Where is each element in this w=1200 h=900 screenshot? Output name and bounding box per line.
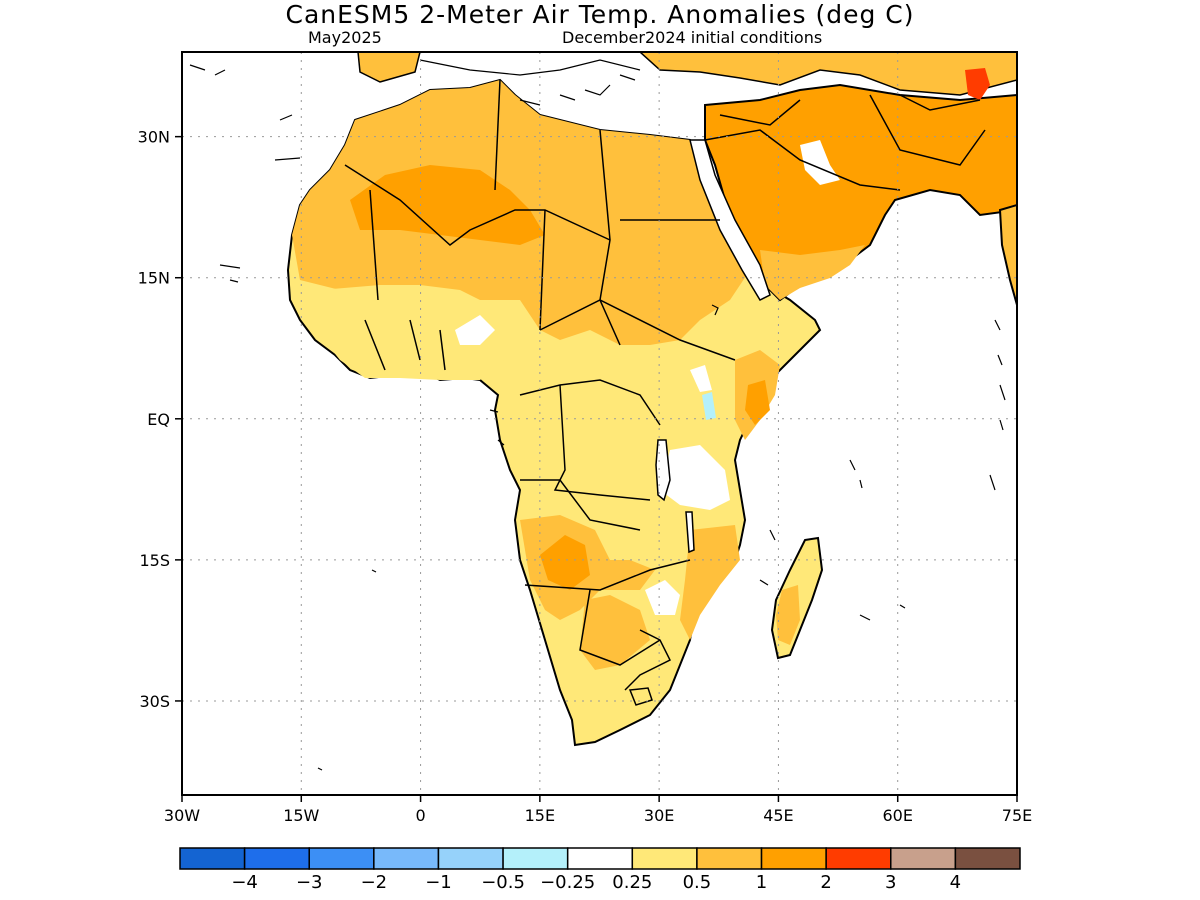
valid-month: May2025 [308, 28, 382, 47]
colorbar-swatch [890, 847, 957, 870]
colorbar-label: 4 [950, 872, 961, 893]
colorbar-swatch [373, 847, 440, 870]
x-tick-label: 0 [415, 806, 425, 825]
lake-victoria-cool [702, 392, 716, 420]
map-gridlines [182, 52, 1017, 795]
west-africa-neutral [455, 315, 495, 345]
central-asia-hot [965, 68, 990, 100]
x-tick-label: 45E [763, 806, 793, 825]
colorbar-swatch [954, 847, 1021, 870]
colorbar: −4 −3 −2 −1 −0.5 −0.25 0.25 0.5 1 2 3 4 [179, 847, 1021, 893]
x-tick-label: 15W [283, 806, 319, 825]
map-field [189, 52, 1017, 771]
colorbar-label: 1 [756, 872, 767, 893]
colorbar-label: −0.25 [540, 872, 595, 893]
country-borders [344, 79, 986, 706]
colorbar-swatch [566, 847, 634, 870]
lake-malawi [685, 511, 695, 554]
map-title: CanESM5 2-Meter Air Temp. Anomalies (deg… [285, 0, 915, 29]
colorbar-label: −1 [425, 872, 452, 893]
longitude-axis: 30W 15W 0 15E 30E 45E 60E 75E [164, 795, 1032, 825]
mozambique-anomaly [680, 525, 740, 640]
tanzania-neutral [660, 445, 730, 510]
y-tick-label: 15N [138, 269, 170, 288]
colorbar-swatch [631, 847, 698, 870]
colorbar-label: 0.5 [683, 872, 712, 893]
colorbar-swatch [179, 847, 246, 870]
colorbar-label: 3 [885, 872, 896, 893]
latitude-axis: 30N 15N EQ 15S 30S [138, 128, 182, 711]
x-tick-label: 75E [1002, 806, 1032, 825]
initial-conditions: December2024 initial conditions [562, 28, 823, 47]
x-tick-label: 15E [525, 806, 555, 825]
colorbar-swatch [825, 847, 892, 870]
colorbar-swatch [696, 847, 763, 870]
colorbar-label: −4 [231, 872, 258, 893]
europe-strip [357, 52, 421, 83]
red-sea [689, 139, 771, 301]
colorbar-swatch [243, 847, 310, 870]
angola-warm [540, 535, 590, 590]
colorbar-label: −0.5 [481, 872, 525, 893]
west-africa-anomaly [320, 285, 530, 380]
northern-landmass [638, 52, 1017, 96]
zimbabwe-neutral [645, 580, 680, 615]
madagascar-warm [776, 585, 800, 645]
kenya-warm [745, 380, 770, 425]
x-tick-label: 30E [644, 806, 674, 825]
x-tick-label: 30W [164, 806, 200, 825]
colorbar-swatch [437, 847, 504, 870]
map-frame [181, 51, 1018, 796]
colorbar-label: 0.25 [612, 872, 652, 893]
colorbar-swatch [308, 847, 375, 870]
y-tick-label: 30S [139, 692, 170, 711]
colorbar-swatch [760, 847, 827, 870]
arabia-anomaly-light [760, 245, 865, 300]
sahara-anomaly-2 [350, 165, 545, 245]
colorbar-swatch [502, 847, 569, 870]
india-edge [998, 203, 1017, 306]
x-tick-label: 60E [882, 806, 912, 825]
arabia-north-neutral [800, 140, 840, 185]
botswana-anomaly [580, 595, 650, 670]
coast-fragments [189, 59, 1006, 771]
east-africa-neutral-1 [690, 365, 712, 392]
colorbar-label: −2 [361, 872, 388, 893]
colorbar-label: −3 [296, 872, 323, 893]
y-tick-label: EQ [147, 410, 170, 429]
y-tick-label: 15S [139, 551, 170, 570]
colorbar-label: 2 [820, 872, 831, 893]
y-tick-label: 30N [138, 128, 170, 147]
